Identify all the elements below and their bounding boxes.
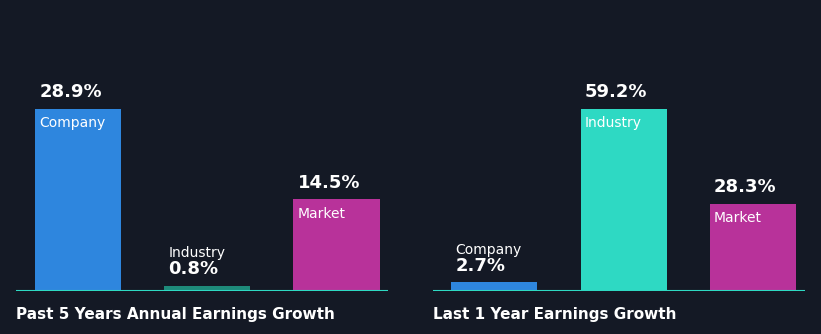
Text: Company: Company — [456, 243, 522, 257]
Text: Past 5 Years Annual Earnings Growth: Past 5 Years Annual Earnings Growth — [16, 307, 335, 322]
Text: Last 1 Year Earnings Growth: Last 1 Year Earnings Growth — [433, 307, 677, 322]
Text: Company: Company — [39, 116, 105, 130]
Text: 2.7%: 2.7% — [456, 257, 506, 275]
Bar — [164, 286, 250, 291]
Text: Industry: Industry — [168, 246, 226, 260]
Bar — [710, 204, 796, 291]
Text: Market: Market — [714, 211, 762, 225]
Bar — [293, 199, 379, 291]
Bar — [452, 282, 538, 291]
Bar — [580, 109, 667, 291]
Text: Market: Market — [298, 206, 346, 220]
Text: 28.3%: 28.3% — [714, 178, 777, 196]
Text: 28.9%: 28.9% — [39, 83, 102, 101]
Text: 59.2%: 59.2% — [585, 83, 647, 101]
Text: Industry: Industry — [585, 116, 642, 130]
Text: 14.5%: 14.5% — [298, 174, 360, 192]
Text: 0.8%: 0.8% — [168, 260, 218, 278]
Bar — [34, 109, 121, 291]
